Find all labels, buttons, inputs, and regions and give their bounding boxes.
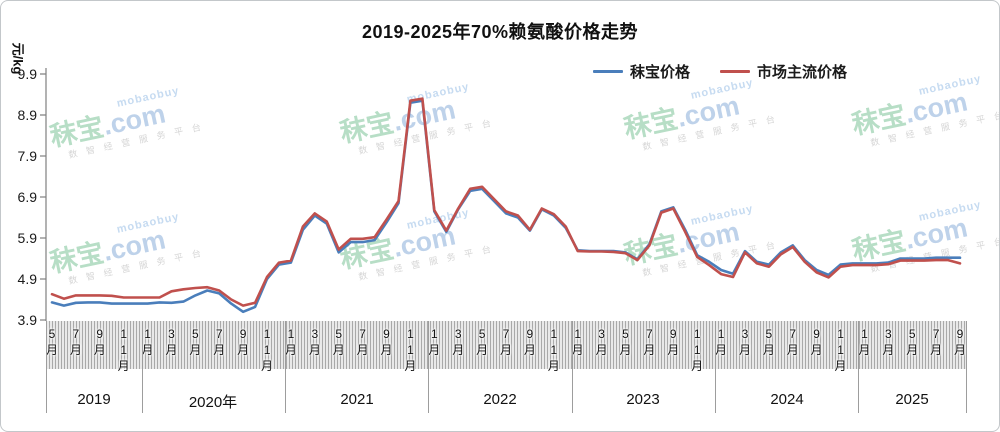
x-tick-label: 7 月 xyxy=(643,327,656,357)
x-tick-label: 5 月 xyxy=(476,327,489,357)
chart-title: 2019-2025年70%赖氨酸价格走势 xyxy=(361,22,639,42)
x-tick-label: 1 月 xyxy=(715,327,728,357)
x-tick-label: 1 1 月 xyxy=(117,327,130,373)
x-tick-label: 7 月 xyxy=(499,327,512,357)
x-tick-label: 1 1 月 xyxy=(547,327,560,373)
year-separator xyxy=(858,321,859,413)
svg-text:7.9: 7.9 xyxy=(18,148,38,164)
x-tick-label: 5 月 xyxy=(762,327,775,357)
year-separator xyxy=(46,321,47,413)
year-label: 2019 xyxy=(77,391,111,408)
x-tick-label: 9 月 xyxy=(954,327,967,357)
x-tick-label: 3 月 xyxy=(452,327,465,357)
x-tick-label: 9 月 xyxy=(667,327,680,357)
chart-legend: 秣宝价格 市场主流价格 xyxy=(593,61,847,82)
x-tick-label: 5 月 xyxy=(332,327,345,357)
year-separator xyxy=(715,321,716,413)
x-tick-label: 1 1 月 xyxy=(404,327,417,373)
svg-text:5.9: 5.9 xyxy=(18,230,38,246)
legend-label: 秣宝价格 xyxy=(630,64,691,81)
x-tick-label: 1 1 月 xyxy=(261,327,274,373)
legend-item-mobao-price: 秣宝价格 xyxy=(593,61,690,82)
year-label: 2022 xyxy=(483,391,517,408)
x-tick-label: 1 月 xyxy=(571,327,584,357)
blue-line-swatch-icon xyxy=(593,70,623,73)
svg-text:3.9: 3.9 xyxy=(18,312,38,328)
x-tick-label: 9 月 xyxy=(93,327,106,357)
year-label: 2024 xyxy=(770,391,804,408)
x-tick-label: 1 月 xyxy=(858,327,871,357)
svg-text:6.9: 6.9 xyxy=(18,189,38,205)
year-separator xyxy=(428,321,429,413)
x-tick-label: 3 月 xyxy=(308,327,321,357)
year-separator xyxy=(966,321,967,413)
svg-text:4.9: 4.9 xyxy=(18,271,38,287)
svg-text:8.9: 8.9 xyxy=(18,107,38,123)
x-tick-label: 1 月 xyxy=(284,327,297,357)
x-tick-label: 7 月 xyxy=(69,327,82,357)
x-tick-label: 3 月 xyxy=(595,327,608,357)
x-tick-label: 9 月 xyxy=(810,327,823,357)
x-tick-label: 5 月 xyxy=(45,327,58,357)
x-tick-label: 3 月 xyxy=(882,327,895,357)
year-separator xyxy=(285,321,286,413)
series-市场主流价格 xyxy=(50,97,962,307)
svg-text:9.9: 9.9 xyxy=(18,66,38,82)
legend-label: 市场主流价格 xyxy=(757,64,848,81)
x-axis-tick-band xyxy=(46,321,966,369)
x-tick-label: 9 月 xyxy=(523,327,536,357)
x-tick-label: 7 月 xyxy=(356,327,369,357)
x-tick-label: 5 月 xyxy=(619,327,632,357)
x-tick-label: 7 月 xyxy=(786,327,799,357)
x-tick-label: 5 月 xyxy=(906,327,919,357)
series-秣宝价格 xyxy=(50,99,962,314)
x-tick-label: 5 月 xyxy=(189,327,202,357)
year-label: 2021 xyxy=(340,391,374,408)
year-separator xyxy=(142,321,143,413)
year-separator xyxy=(572,321,573,413)
x-tick-label: 1 月 xyxy=(141,327,154,357)
year-label: 2023 xyxy=(626,391,660,408)
x-tick-label: 7 月 xyxy=(930,327,943,357)
legend-item-market-price: 市场主流价格 xyxy=(720,61,847,82)
x-tick-label: 1 月 xyxy=(428,327,441,357)
x-tick-label: 9 月 xyxy=(380,327,393,357)
x-tick-label: 1 1 月 xyxy=(691,327,704,373)
x-tick-label: 7 月 xyxy=(213,327,226,357)
x-tick-label: 1 1 月 xyxy=(834,327,847,373)
year-label: 2025 xyxy=(895,391,929,408)
x-tick-label: 3 月 xyxy=(738,327,751,357)
red-line-swatch-icon xyxy=(720,70,751,73)
x-tick-label: 3 月 xyxy=(165,327,178,357)
year-label: 2020年 xyxy=(188,394,238,411)
x-tick-label: 9 月 xyxy=(237,327,250,357)
